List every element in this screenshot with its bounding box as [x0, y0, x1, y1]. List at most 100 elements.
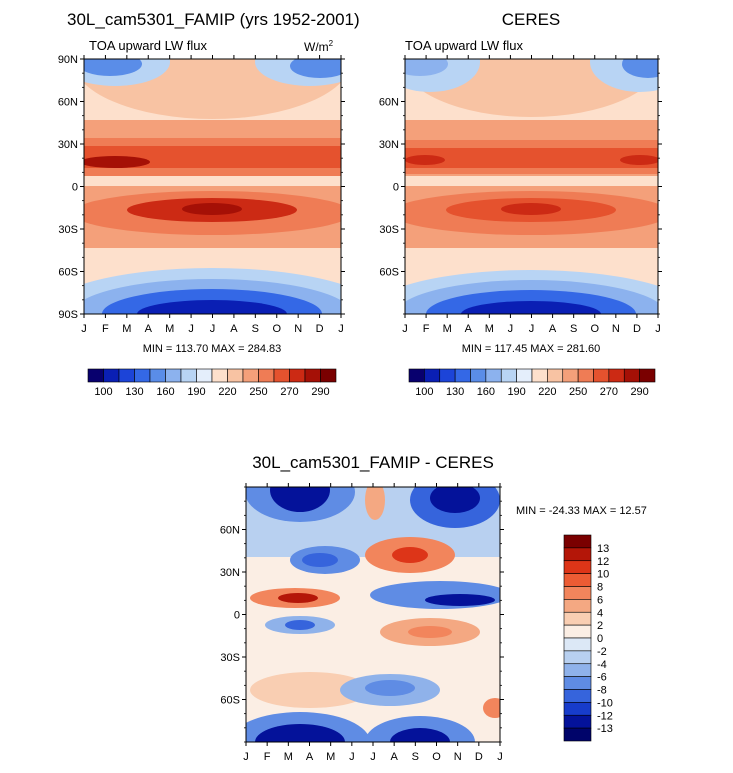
- colorbar-swatch: [563, 663, 592, 677]
- colorbar-label: 290: [311, 386, 329, 398]
- diff-field-n-warm: [365, 487, 385, 520]
- obs-field-sh-mid: [405, 255, 658, 269]
- colorbar-swatch: [608, 368, 625, 383]
- obs-title: CERES: [502, 10, 561, 29]
- y-tick-label: 0: [234, 610, 240, 622]
- model-colorbar: 100 130 160 190 220 250 270 290: [87, 368, 337, 398]
- y-tick-label: 30S: [220, 652, 240, 664]
- model-field-nw-cold: [84, 59, 142, 76]
- obs-field-ne-cold: [622, 59, 658, 78]
- obs-field-sh-max: [501, 203, 561, 215]
- x-tick-label: M: [284, 751, 293, 763]
- y-tick-label: 30S: [379, 224, 399, 236]
- x-tick-label: A: [465, 323, 473, 335]
- colorbar-swatch: [118, 368, 135, 383]
- colorbar-swatch: [439, 368, 456, 383]
- x-tick-label: F: [423, 323, 430, 335]
- x-tick-label: A: [390, 751, 398, 763]
- colorbar-swatch: [454, 368, 471, 383]
- colorbar-swatch: [563, 586, 592, 600]
- y-tick-label: 30N: [58, 139, 78, 151]
- y-tick-label: 0: [72, 182, 78, 194]
- model-field-sh-max: [182, 203, 242, 215]
- colorbar-swatch: [623, 368, 640, 383]
- colorbar-label: 290: [630, 386, 648, 398]
- model-panel: 30L_cam5301_FAMIP (yrs 1952-2001) TOA up…: [58, 10, 360, 398]
- obs-heatmap: [405, 59, 658, 314]
- colorbar-swatch: [500, 368, 517, 383]
- colorbar-label: -4: [597, 659, 607, 671]
- diff-field-60s-warm-e: [483, 698, 500, 718]
- x-tick-label: M: [326, 751, 335, 763]
- colorbar-swatch: [408, 368, 425, 383]
- x-tick-label: A: [230, 323, 238, 335]
- x-tick-label: J: [338, 323, 344, 335]
- model-units-base: W/m: [304, 40, 329, 54]
- y-tick-label: 60N: [58, 97, 78, 109]
- diff-field-n-cold-2-core: [430, 487, 480, 513]
- y-tick-label: 60S: [220, 695, 240, 707]
- x-tick-label: S: [252, 323, 259, 335]
- colorbar-swatch: [593, 368, 610, 383]
- model-title: 30L_cam5301_FAMIP (yrs 1952-2001): [67, 10, 360, 29]
- colorbar-label: -2: [597, 646, 607, 658]
- x-tick-label: O: [590, 323, 599, 335]
- model-field-south-4: [137, 300, 287, 314]
- obs-field-nh-band: [405, 148, 658, 168]
- x-tick-label: J: [497, 751, 503, 763]
- y-tick-label: 30N: [220, 567, 240, 579]
- x-tick-label: J: [243, 751, 249, 763]
- x-tick-label: D: [475, 751, 483, 763]
- colorbar-label: 8: [597, 582, 603, 594]
- model-subtitle: TOA upward LW flux: [89, 38, 208, 53]
- diff-title: 30L_cam5301_FAMIP - CERES: [252, 453, 494, 472]
- obs-minmax: MIN = 117.45 MAX = 281.60: [462, 343, 601, 355]
- model-field-ne-cold: [290, 59, 341, 78]
- obs-colorbar: 100 130 160 190 220 250 270 290: [408, 368, 656, 398]
- x-tick-label: M: [122, 323, 131, 335]
- model-heatmap: [84, 59, 341, 314]
- model-field-nh-max: [84, 156, 150, 168]
- diff-field-eq-cold-core: [285, 620, 315, 630]
- colorbar-label: 12: [597, 556, 609, 568]
- x-tick-label: J: [370, 751, 376, 763]
- x-tick-label: A: [306, 751, 314, 763]
- x-tick-label: F: [102, 323, 109, 335]
- diff-field-n-cold-1-core: [270, 487, 330, 512]
- obs-field-nw-cold: [405, 59, 448, 76]
- x-tick-label: N: [454, 751, 462, 763]
- obs-field-south-4: [461, 301, 601, 314]
- colorbar-swatch: [563, 547, 592, 562]
- y-tick-label: 30N: [379, 139, 399, 151]
- colorbar-label: -12: [597, 710, 613, 722]
- x-tick-label: J: [402, 323, 408, 335]
- model-units-exp: 2: [329, 39, 334, 48]
- colorbar-swatch: [563, 560, 592, 574]
- colorbar-swatch: [258, 368, 275, 383]
- colorbar-label: -8: [597, 685, 607, 697]
- model-minmax: MIN = 113.70 MAX = 284.83: [143, 343, 282, 355]
- y-tick-label: 90N: [58, 54, 78, 66]
- colorbar-swatch: [289, 368, 306, 383]
- x-tick-label: J: [508, 323, 514, 335]
- x-tick-label: J: [349, 751, 355, 763]
- obs-subtitle: TOA upward LW flux: [405, 38, 524, 53]
- colorbar-swatch: [227, 368, 244, 383]
- model-field-sh-mid: [84, 255, 341, 269]
- colorbar-swatch: [320, 368, 337, 383]
- y-tick-label: 60N: [379, 97, 399, 109]
- x-tick-label: S: [570, 323, 577, 335]
- colorbar-swatch: [563, 689, 592, 703]
- x-tick-label: M: [165, 323, 174, 335]
- x-tick-label: J: [529, 323, 535, 335]
- x-tick-label: O: [432, 751, 441, 763]
- colorbar-swatch: [196, 368, 213, 383]
- colorbar-label: 190: [187, 386, 205, 398]
- obs-field-nh-max-e: [620, 155, 658, 165]
